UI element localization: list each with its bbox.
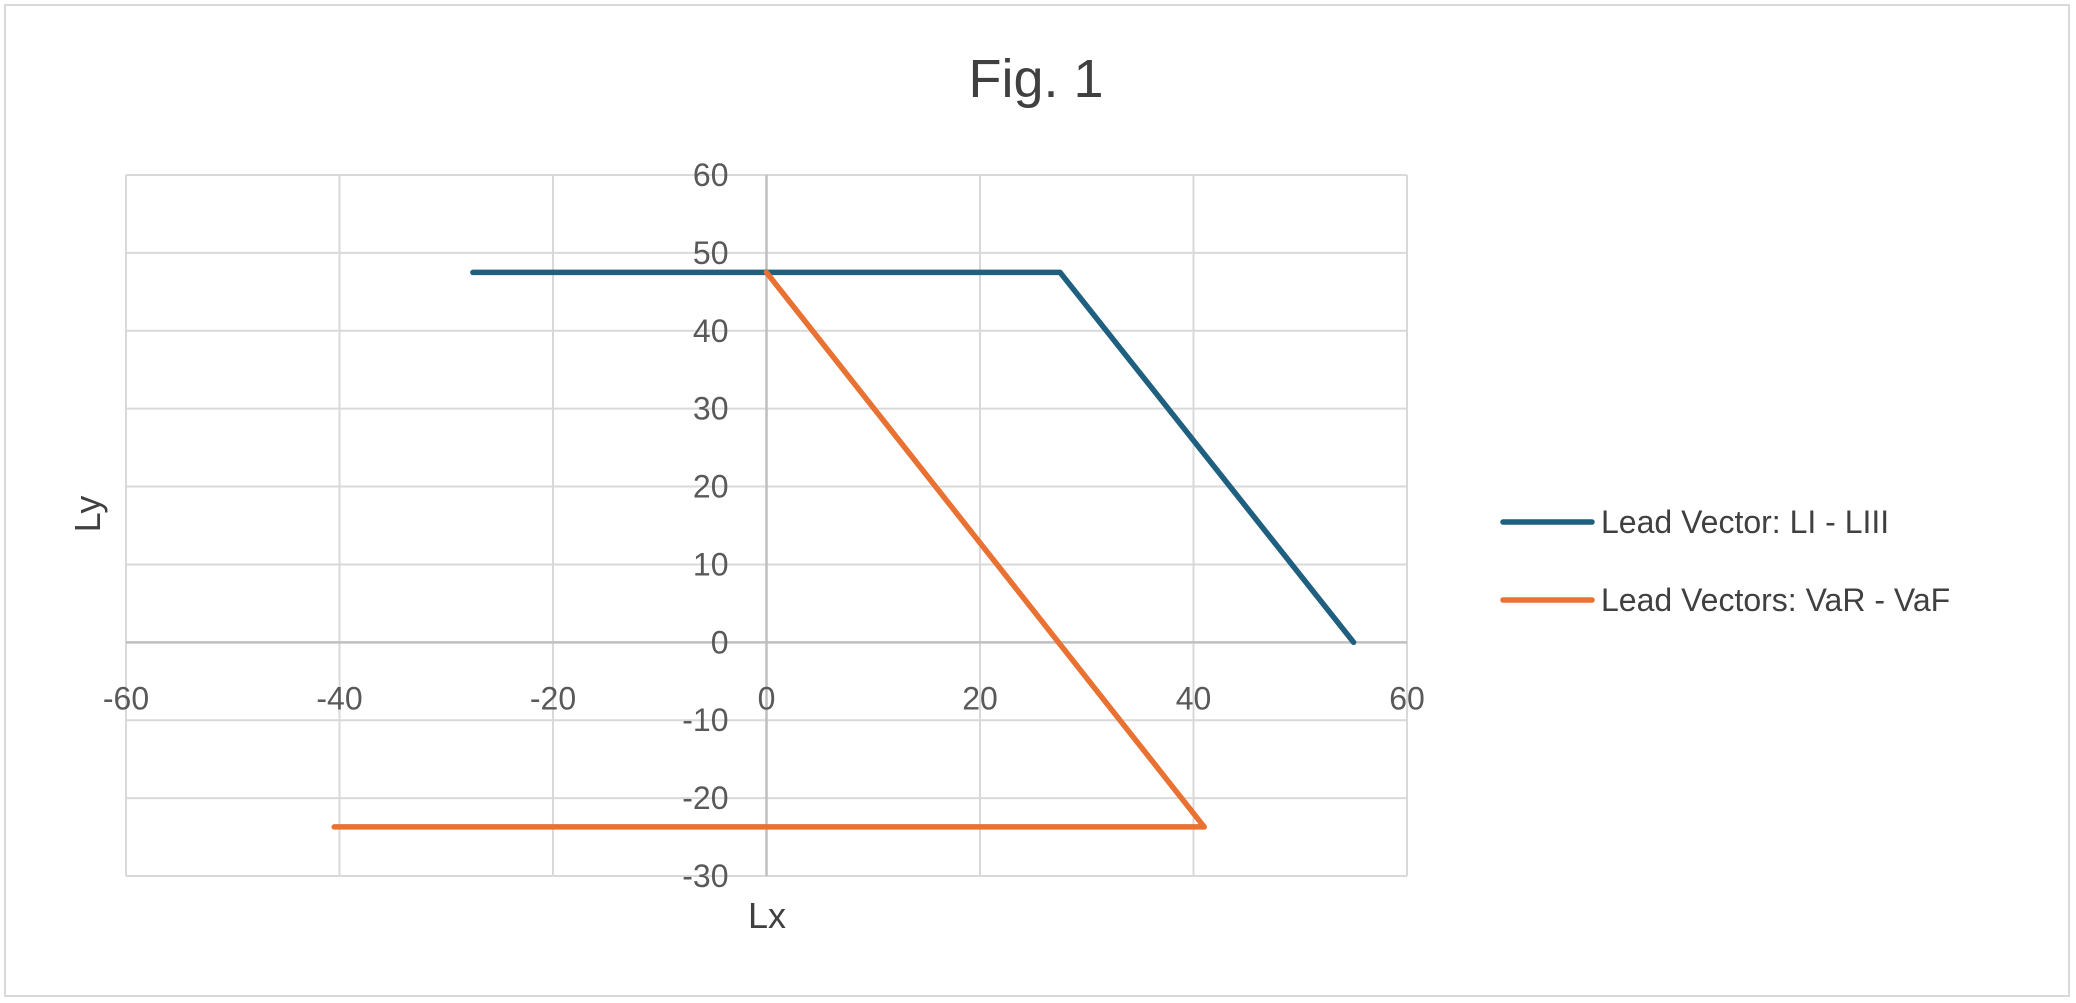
x-tick-label: 20 [962, 680, 998, 716]
x-tick-label: -40 [316, 680, 362, 716]
chart-title: Fig. 1 [968, 49, 1103, 109]
x-tick-label: 0 [758, 680, 776, 716]
y-tick-label: 20 [693, 469, 729, 505]
axes [126, 175, 1407, 876]
x-axis-title: Lx [748, 895, 786, 936]
y-tick-label: 60 [693, 157, 729, 193]
chart-area [4, 4, 2070, 997]
legend-label: Lead Vectors: VaR - VaF [1601, 582, 1950, 618]
x-tick-label: -60 [103, 680, 149, 716]
y-tick-label: -30 [682, 858, 728, 894]
legend-label: Lead Vector: LI - LIII [1601, 504, 1889, 540]
series-line-1 [470, 269, 1357, 646]
y-tick-label: 40 [693, 313, 729, 349]
y-tick-label: 10 [693, 546, 729, 582]
y-axis-title: Ly [67, 496, 108, 533]
y-tick-label: -10 [682, 702, 728, 738]
legend: Lead Vector: LI - LIII Lead Vectors: VaR … [1500, 504, 1950, 618]
x-tick-label: 60 [1389, 680, 1425, 716]
y-tick-label: 50 [693, 235, 729, 271]
series-line-2 [331, 269, 1207, 830]
x-tick-label: 40 [1176, 680, 1212, 716]
y-tick-label: -20 [682, 780, 728, 816]
series-lines [331, 269, 1357, 830]
y-tick-label: 0 [711, 624, 729, 660]
y-tick-label: 30 [693, 391, 729, 427]
x-tick-label: -20 [530, 680, 576, 716]
tick-labels: -60 -40 -20 0 20 40 60 -30 -20 -10 0 10 20 30 40 50 60 [103, 157, 1425, 894]
